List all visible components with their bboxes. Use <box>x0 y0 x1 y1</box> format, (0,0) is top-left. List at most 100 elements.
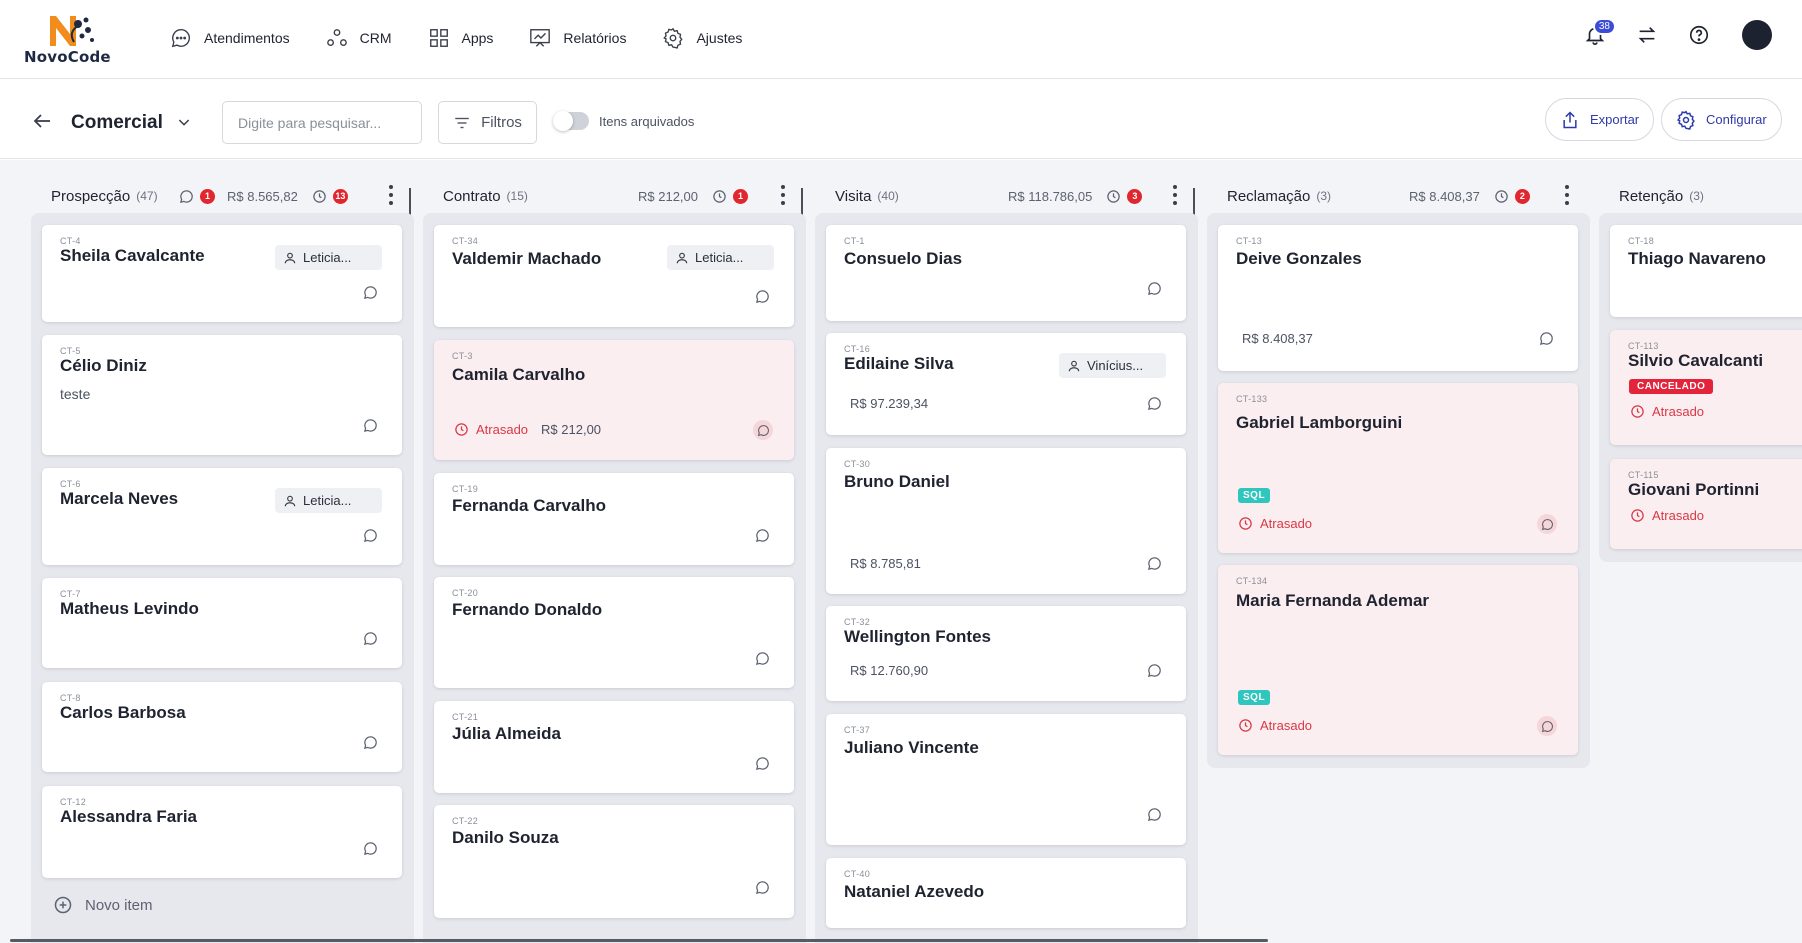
clock-icon <box>1239 517 1252 530</box>
deal-card[interactable]: CT-16 Edilaine Silva Vinícius... R$ 97.2… <box>826 333 1186 435</box>
archived-toggle[interactable] <box>553 111 589 131</box>
comment-icon[interactable] <box>363 418 378 433</box>
comment-icon <box>757 424 769 436</box>
comment-icon[interactable] <box>363 631 378 646</box>
deal-card-late[interactable]: CT-134 Maria Fernanda Ademar SQL Atrasad… <box>1218 565 1578 755</box>
comment-icon[interactable] <box>1147 556 1162 571</box>
comment-icon[interactable] <box>363 841 378 856</box>
card-name: Júlia Almeida <box>452 724 561 743</box>
back-arrow-icon[interactable] <box>30 109 54 133</box>
comment-icon[interactable] <box>1147 281 1162 296</box>
board-title[interactable]: Comercial <box>71 112 163 133</box>
comment-icon[interactable] <box>755 528 770 543</box>
chat-count-badge: 1 <box>200 188 215 204</box>
comment-icon[interactable] <box>1147 396 1162 411</box>
deal-card[interactable]: CT-8 Carlos Barbosa <box>42 682 402 772</box>
deal-card[interactable]: CT-20 Fernando Donaldo <box>434 577 794 688</box>
late-count-badge: 13 <box>332 188 348 204</box>
filters-button[interactable]: Filtros <box>438 101 537 144</box>
nav-relatorios[interactable]: Relatórios <box>529 24 626 52</box>
comment-button[interactable] <box>1537 716 1557 736</box>
assignee-chip[interactable]: Vinícius... <box>1059 353 1166 378</box>
card-id: CT-134 <box>1236 576 1268 586</box>
deal-card[interactable]: CT-5 Célio Diniz teste <box>42 335 402 455</box>
nav-ajustes[interactable]: Ajustes <box>662 24 742 52</box>
assignee-chip[interactable]: Leticia... <box>275 245 382 270</box>
comment-button[interactable] <box>1537 514 1557 534</box>
nav-atendimentos[interactable]: Atendimentos <box>170 24 290 52</box>
user-icon <box>284 495 296 506</box>
column-menu-button[interactable] <box>1172 185 1178 205</box>
column-title: Retenção <box>1619 187 1684 205</box>
column-header-reclamacao: Reclamação (3) <box>1227 186 1331 206</box>
clock-icon <box>1107 189 1121 203</box>
deal-card[interactable]: CT-30 Bruno Daniel R$ 8.785,81 <box>826 448 1186 594</box>
export-button[interactable]: Exportar <box>1545 98 1655 141</box>
column-menu-button[interactable] <box>388 185 394 205</box>
comment-icon[interactable] <box>1147 663 1162 678</box>
card-id: CT-3 <box>452 351 473 361</box>
deal-card[interactable]: CT-19 Fernanda Carvalho <box>434 473 794 565</box>
comment-icon[interactable] <box>363 528 378 543</box>
nav-apps[interactable]: Apps <box>428 24 493 52</box>
notifications-button[interactable]: 38 <box>1582 18 1616 48</box>
deal-card[interactable]: CT-7 Matheus Levindo <box>42 578 402 668</box>
comment-button[interactable] <box>753 420 773 440</box>
late-status: Atrasado <box>1238 516 1312 531</box>
card-name: Maria Fernanda Ademar <box>1236 591 1430 610</box>
deal-card[interactable]: CT-34 Valdemir Machado Leticia... <box>434 225 794 327</box>
assignee-chip[interactable]: Leticia... <box>275 488 382 513</box>
card-name: Consuelo Dias <box>844 249 963 268</box>
search-input[interactable] <box>222 101 422 144</box>
comment-icon[interactable] <box>1539 331 1554 346</box>
deal-card-late[interactable]: CT-3 Camila Carvalho Atrasado R$ 212,00 <box>434 340 794 460</box>
late-label: Atrasado <box>1652 508 1705 523</box>
column-menu-button[interactable] <box>1564 185 1570 205</box>
comment-icon[interactable] <box>363 285 378 300</box>
deal-card-late[interactable]: CT-113 Silvio Cavalcanti CANCELADO Atras… <box>1610 330 1802 445</box>
user-icon <box>1068 360 1080 371</box>
deal-card-late[interactable]: CT-115 Giovani Portinni Atrasado <box>1610 459 1802 549</box>
deal-card[interactable]: CT-40 Nataniel Azevedo <box>826 858 1186 928</box>
assignee-chip[interactable]: Leticia... <box>667 245 774 270</box>
deal-card[interactable]: CT-4 Sheila Cavalcante Leticia... <box>42 225 402 322</box>
comment-icon[interactable] <box>363 735 378 750</box>
deal-card[interactable]: CT-32 Wellington Fontes R$ 12.760,90 <box>826 606 1186 701</box>
column-menu-button[interactable] <box>780 185 786 205</box>
deal-card[interactable]: CT-13 Deive Gonzales R$ 8.408,37 <box>1218 225 1578 371</box>
comment-icon[interactable] <box>755 756 770 771</box>
archived-label: Itens arquivados <box>599 113 695 129</box>
card-name: Wellington Fontes <box>844 627 992 646</box>
card-name: Edilaine Silva <box>844 354 954 373</box>
card-id: CT-115 <box>1628 470 1659 480</box>
deal-card[interactable]: CT-12 Alessandra Faria <box>42 786 402 878</box>
deal-card[interactable]: CT-21 Júlia Almeida <box>434 701 794 793</box>
chevron-down-icon[interactable] <box>176 114 192 130</box>
configure-button[interactable]: Configurar <box>1661 98 1782 141</box>
switch-button[interactable] <box>1634 22 1660 48</box>
card-value: R$ 12.760,90 <box>850 663 929 678</box>
deal-card[interactable]: CT-37 Juliano Vincente <box>826 714 1186 845</box>
cancelled-tag: CANCELADO <box>1629 379 1714 394</box>
apps-grid-icon <box>429 29 448 47</box>
comment-icon[interactable] <box>755 880 770 895</box>
deal-card[interactable]: CT-22 Danilo Souza <box>434 805 794 918</box>
nav-crm[interactable]: CRM <box>326 24 392 52</box>
deal-card[interactable]: CT-6 Marcela Neves Leticia... <box>42 468 402 565</box>
deal-card[interactable]: CT-1 Consuelo Dias <box>826 225 1186 321</box>
deal-card[interactable]: CT-18 Thiago Navareno <box>1610 225 1802 317</box>
new-item-button[interactable]: Novo item <box>53 895 153 915</box>
user-avatar[interactable] <box>1742 20 1772 50</box>
board-horizontal-scrollbar[interactable] <box>10 939 1268 942</box>
card-name: Fernanda Carvalho <box>452 496 606 515</box>
comment-icon[interactable] <box>755 651 770 666</box>
nav-label: CRM <box>359 30 392 46</box>
clock-icon <box>1495 189 1508 203</box>
column-prospeccao: CT-4 Sheila Cavalcante Leticia... CT-5 C… <box>31 213 414 943</box>
deal-card-late[interactable]: CT-133 Gabriel Lamborguini SQL Atrasado <box>1218 383 1578 553</box>
late-status: Atrasado <box>1238 718 1312 733</box>
comment-icon[interactable] <box>1147 807 1162 822</box>
help-button[interactable] <box>1686 22 1712 48</box>
comment-icon[interactable] <box>755 289 770 304</box>
novocode-logo[interactable]: NovoCode <box>20 12 130 68</box>
